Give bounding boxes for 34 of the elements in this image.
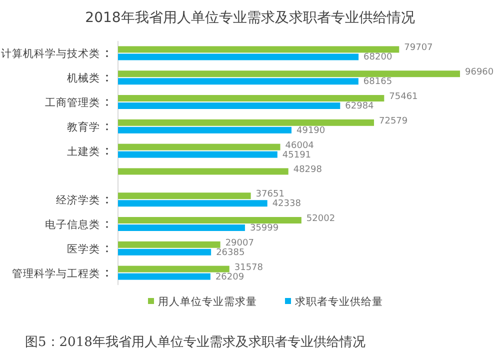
data-label: 26385 bbox=[216, 248, 245, 258]
category-label: 电子信息类 bbox=[45, 219, 100, 231]
legend-item: 求职者专业供给量 bbox=[285, 296, 383, 308]
legend-item: 用人单位专业需求量 bbox=[148, 296, 257, 308]
data-label: 46004 bbox=[285, 140, 314, 151]
data-label: 37651 bbox=[256, 190, 284, 200]
title: 2018年我省用人单位专业需求及求职者专业供给情况 bbox=[85, 10, 415, 26]
data-label: 79707 bbox=[404, 43, 433, 54]
data-label: 45191 bbox=[282, 150, 312, 160]
data-label: 42338 bbox=[272, 199, 301, 210]
category-label: 土建类 bbox=[67, 146, 100, 158]
data-label: 52002 bbox=[306, 214, 336, 224]
data-label: 68200 bbox=[364, 52, 392, 63]
data-label: 75461 bbox=[389, 92, 418, 102]
category-label: 经济学类 bbox=[56, 194, 100, 207]
category-label: 医学类 bbox=[67, 243, 100, 256]
data-label: 96960 bbox=[465, 68, 494, 78]
category-label: 教育学 bbox=[67, 121, 100, 134]
legend-label: 用人单位专业需求量 bbox=[158, 295, 257, 308]
legend-label: 求职者专业供给量 bbox=[295, 295, 383, 308]
data-label: 62984 bbox=[345, 102, 374, 112]
category-label: 机械类 bbox=[67, 72, 100, 85]
data-label: 29007 bbox=[225, 238, 254, 248]
data-label: 31578 bbox=[234, 262, 264, 273]
data-label: 68165 bbox=[363, 77, 392, 88]
category-label: 工商管理类 bbox=[45, 97, 100, 109]
category-label: 管理科学与工程类 bbox=[12, 268, 100, 280]
data-label: 26209 bbox=[215, 272, 244, 282]
data-label: 49190 bbox=[296, 126, 326, 136]
data-label: 48298 bbox=[293, 165, 322, 176]
annotation: 图5：2018年我省用人单位专业需求及求职者专业供给情况 bbox=[25, 335, 366, 350]
data-label: 35999 bbox=[250, 224, 279, 234]
data-label: 72579 bbox=[379, 116, 408, 126]
category-label: 计算机科学与技术类 bbox=[1, 48, 100, 60]
